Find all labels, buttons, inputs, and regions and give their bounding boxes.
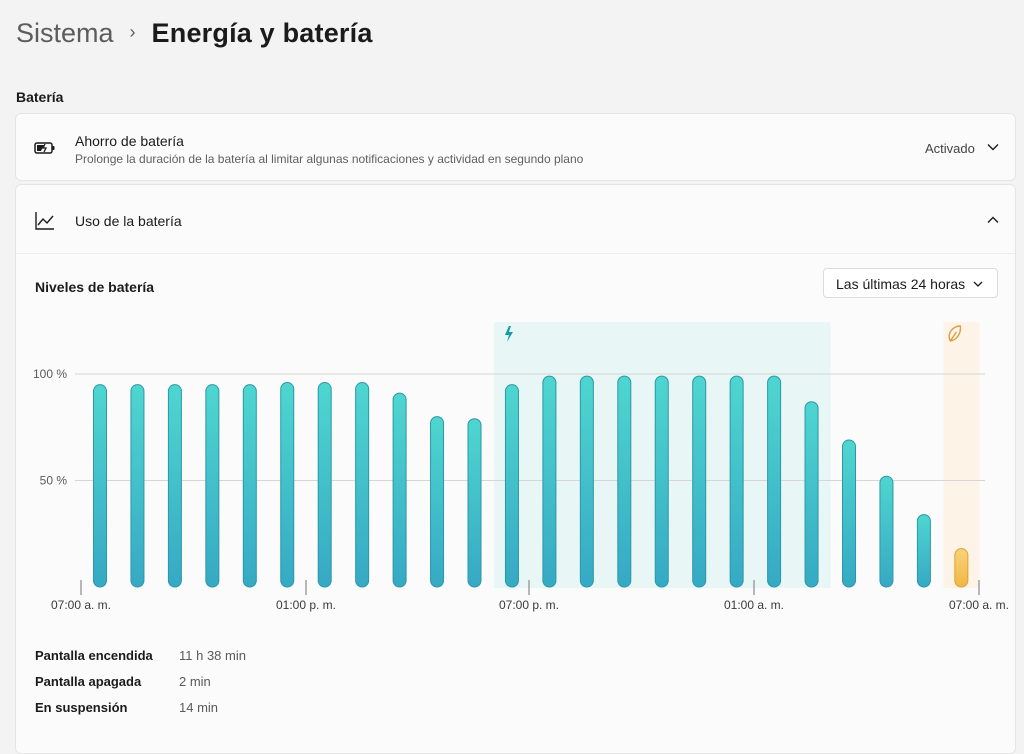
battery-saver-title: Ahorro de batería	[75, 133, 184, 149]
time-range-dropdown[interactable]: Las últimas 24 horas	[823, 268, 998, 298]
breadcrumb-separator: ›	[129, 22, 136, 42]
stat-label: Pantalla apagada	[35, 673, 142, 689]
page-title: Energía y batería	[151, 18, 373, 48]
time-range-selected: Las últimas 24 horas	[836, 276, 966, 292]
divider	[16, 253, 1015, 254]
battery-usage-title: Uso de la batería	[75, 213, 182, 229]
chevron-up-icon[interactable]	[986, 213, 1000, 227]
battery-saver-description: Prolonge la duración de la batería al li…	[75, 152, 584, 166]
stat-row-screen-on: Pantalla encendida 11 h 38 min	[35, 642, 246, 668]
battery-usage-header[interactable]: Uso de la batería	[16, 185, 1015, 253]
chart-line-icon	[35, 212, 54, 230]
stat-value: 2 min	[179, 673, 211, 689]
usage-stats: Pantalla encendida 11 h 38 min Pantalla …	[35, 642, 246, 720]
stat-label: Pantalla encendida	[35, 647, 153, 663]
section-label-battery: Batería	[16, 89, 64, 105]
battery-saver-icon	[34, 142, 55, 154]
stat-value: 11 h 38 min	[179, 647, 246, 663]
chart-title: Niveles de batería	[35, 279, 155, 295]
stat-row-sleep: En suspensión 14 min	[35, 694, 246, 720]
battery-saver-status: Activado	[925, 141, 975, 156]
breadcrumb-parent-link[interactable]: Sistema	[16, 18, 114, 48]
stat-row-screen-off: Pantalla apagada 2 min	[35, 668, 246, 694]
stat-label: En suspensión	[35, 699, 128, 715]
battery-saver-card[interactable]: Ahorro de batería Prolonge la duración d…	[15, 113, 1016, 181]
breadcrumb: Sistema › Energía y batería	[16, 18, 373, 49]
chevron-down-icon	[973, 281, 983, 287]
stat-value: 14 min	[179, 699, 219, 715]
chevron-down-icon[interactable]	[986, 140, 1000, 154]
